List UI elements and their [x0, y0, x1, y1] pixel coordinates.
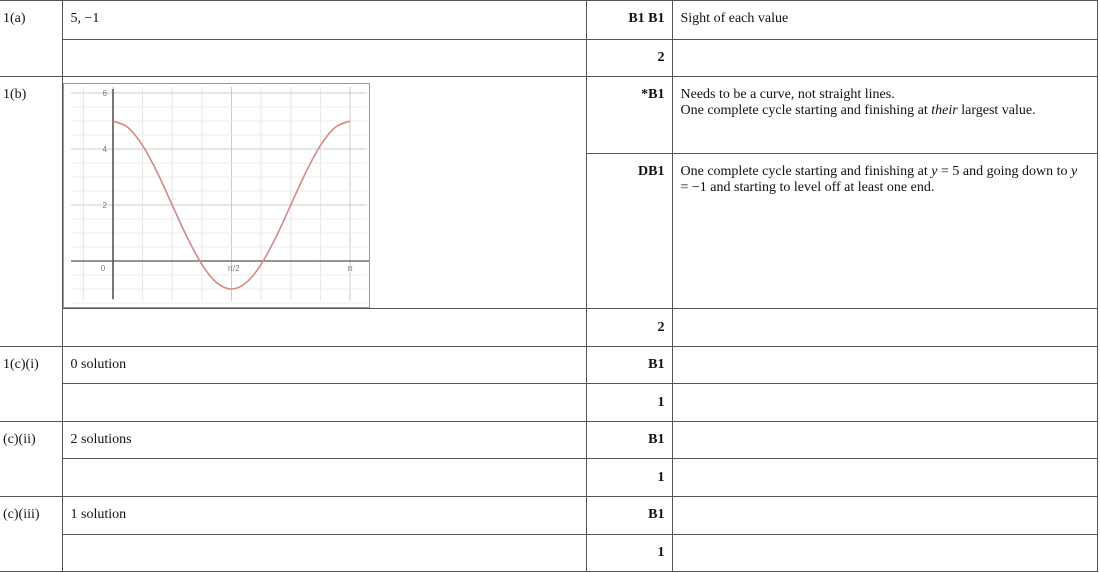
graph-frame [62, 83, 370, 308]
table-row: 2 [0, 308, 1098, 347]
answer-cell [61, 383, 587, 422]
text: One complete cycle starting and finishin… [680, 164, 932, 179]
question-label: 1(c)(i) [0, 346, 63, 422]
marks-cell: B1 [585, 346, 673, 384]
marks-cell: B1 B1 [585, 0, 673, 40]
guidance-cell [671, 308, 1098, 347]
table-row: 1 [0, 458, 1098, 497]
guidance-line: One complete cycle starting and finishin… [681, 103, 1089, 119]
text: = −1 and starting to level off at least … [680, 180, 935, 195]
answer-cell [61, 39, 587, 77]
table-row: 1 [0, 534, 1098, 572]
guidance-cell [671, 39, 1098, 77]
total-marks: 2 [585, 39, 673, 77]
cosine-curve [112, 120, 350, 290]
y-tick-label: 4 [102, 145, 107, 154]
guidance-cell [671, 534, 1098, 572]
answer-cell: 0 solution [61, 346, 587, 384]
question-label: (c)(ii) [0, 421, 63, 497]
x-tick-label: 0 [100, 264, 105, 273]
guidance-cell: Needs to be a curve, not straight lines.… [671, 76, 1098, 154]
x-tick-label: π/2 [227, 264, 240, 273]
question-label: (c)(iii) [0, 496, 63, 572]
emphasis: their [931, 103, 958, 118]
y-tick-label: 6 [102, 89, 107, 98]
guidance-line: Needs to be a curve, not straight lines. [680, 87, 895, 102]
table-row: (c)(ii) 2 solutions B1 [0, 421, 1098, 497]
marks-cell: DB1 [585, 153, 673, 309]
guidance-cell [671, 421, 1098, 459]
answer-cell [61, 534, 587, 572]
table-row: 1(a) 5, −1 B1 B1 Sight of each value [0, 0, 1098, 77]
guidance-cell: One complete cycle starting and finishin… [671, 153, 1098, 309]
text: largest value. [957, 103, 1036, 118]
answer-cell: 2 solutions [61, 421, 587, 459]
total-marks: 2 [585, 308, 673, 347]
table-row: 1 [0, 383, 1098, 422]
text: = 5 and going down to [937, 164, 1071, 179]
guidance-cell [671, 346, 1098, 384]
table-row: 2 [0, 39, 1098, 77]
marks-cell: B1 [585, 421, 673, 459]
answer-cell: 5, −1 [61, 0, 587, 40]
table-row: (c)(iii) 1 solution B1 [0, 496, 1098, 572]
table-row: 1(c)(i) 0 solution B1 [0, 346, 1098, 422]
question-label: 1(b) [0, 76, 63, 347]
guidance-cell [671, 458, 1098, 497]
answer-cell [61, 458, 587, 497]
total-marks: 1 [585, 534, 673, 572]
table-row: DB1 One complete cycle starting and fini… [0, 153, 1098, 309]
y-tick-label: 2 [102, 201, 107, 210]
guidance-cell [671, 496, 1098, 535]
variable: y [931, 164, 938, 179]
variable: y [1070, 164, 1078, 179]
answer-cell [61, 308, 587, 347]
marks-cell: B1 [585, 496, 673, 535]
answer-graph-cell: 6 4 2 0 π/2 π [61, 76, 587, 309]
total-marks: 1 [585, 458, 673, 497]
cosine-graph: 6 4 2 0 π/2 π [62, 83, 370, 308]
text: One complete cycle starting and finishin… [680, 103, 932, 118]
question-label: 1(a) [0, 0, 63, 77]
answer-cell: 1 solution [61, 496, 587, 535]
guidance-cell [671, 383, 1098, 422]
guidance-cell: Sight of each value [671, 0, 1098, 40]
total-marks: 1 [585, 383, 673, 422]
x-tick-label: π [347, 264, 353, 273]
table-row: 1(b) 6 4 2 0 π/2 π *B1 Needs to be a curve, n… [0, 76, 1098, 347]
marks-cell: *B1 [585, 76, 673, 154]
